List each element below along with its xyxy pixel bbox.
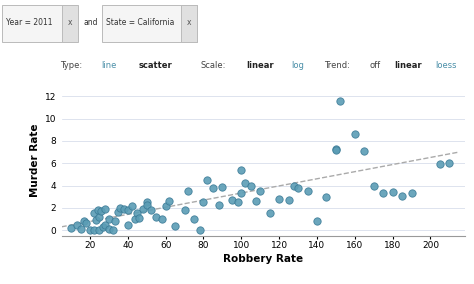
Point (100, 225, 107, 229)
Point (389, 190, 396, 195)
Point (291, 183, 298, 188)
Point (128, 203, 136, 208)
Point (313, 219, 321, 224)
Point (96, 214, 103, 219)
Point (266, 211, 273, 216)
FancyBboxPatch shape (2, 5, 77, 42)
Point (115, 210, 122, 215)
Text: and: and (84, 18, 99, 27)
Point (219, 184, 226, 189)
Point (181, 208, 188, 212)
Point (332, 147, 340, 151)
Point (370, 183, 377, 188)
Point (247, 183, 255, 188)
Point (143, 200, 151, 204)
Point (92, 218, 100, 222)
Point (86, 228, 94, 232)
Point (304, 189, 311, 193)
FancyBboxPatch shape (62, 5, 78, 42)
Text: log: log (292, 61, 304, 70)
Point (241, 181, 249, 185)
Text: Trend:: Trend: (324, 61, 350, 70)
Point (105, 217, 113, 221)
Point (285, 198, 292, 202)
Point (124, 208, 132, 212)
Point (332, 148, 340, 152)
Point (134, 211, 141, 216)
Text: x: x (68, 18, 72, 27)
Point (139, 207, 147, 211)
Point (196, 228, 203, 232)
Point (98, 209, 105, 214)
Point (379, 191, 387, 196)
Point (158, 217, 166, 221)
Point (136, 216, 143, 220)
Point (81, 219, 88, 224)
Y-axis label: Murder Rate: Murder Rate (30, 124, 40, 197)
Point (147, 208, 155, 212)
Point (190, 217, 198, 221)
Text: x: x (187, 18, 191, 27)
X-axis label: Robbery Rate: Robbery Rate (223, 254, 303, 264)
Point (117, 206, 124, 210)
Point (253, 199, 260, 203)
Text: linear: linear (246, 61, 273, 70)
Point (408, 191, 415, 196)
Point (162, 203, 169, 208)
Point (436, 162, 444, 167)
FancyBboxPatch shape (102, 5, 197, 42)
Point (203, 178, 211, 182)
Text: State = California: State = California (106, 18, 174, 27)
Point (101, 207, 109, 211)
Text: Type:: Type: (60, 61, 82, 70)
Point (77, 227, 84, 231)
Text: linear: linear (394, 61, 422, 70)
Point (323, 195, 330, 199)
Point (73, 222, 81, 227)
Point (82, 221, 90, 226)
Point (209, 185, 217, 190)
Point (351, 132, 359, 137)
Point (446, 161, 453, 166)
Point (132, 217, 139, 221)
Point (165, 199, 173, 203)
Point (109, 228, 117, 232)
Point (120, 207, 128, 211)
Text: Year = 2011: Year = 2011 (6, 18, 53, 27)
Point (105, 227, 113, 231)
Point (94, 208, 101, 212)
Point (275, 197, 283, 201)
Point (90, 228, 98, 232)
Text: Scale:: Scale: (201, 61, 226, 70)
Point (143, 202, 151, 207)
Point (360, 149, 368, 153)
FancyBboxPatch shape (181, 5, 197, 42)
Point (237, 191, 245, 196)
Point (153, 214, 160, 219)
Point (101, 222, 109, 227)
Point (111, 219, 118, 224)
Text: scatter: scatter (139, 61, 173, 70)
Point (228, 198, 236, 202)
Point (200, 200, 207, 204)
Point (336, 99, 344, 103)
Point (398, 193, 406, 198)
Point (96, 228, 103, 232)
Point (184, 189, 192, 193)
Text: loess: loess (436, 61, 457, 70)
Point (67, 226, 75, 230)
Text: off: off (370, 61, 381, 70)
Point (237, 168, 245, 172)
Point (294, 185, 302, 190)
Point (124, 222, 132, 227)
Point (171, 224, 179, 228)
Text: line: line (101, 61, 117, 70)
Point (256, 189, 264, 193)
Point (90, 211, 98, 216)
Point (234, 200, 241, 204)
Point (215, 202, 222, 207)
